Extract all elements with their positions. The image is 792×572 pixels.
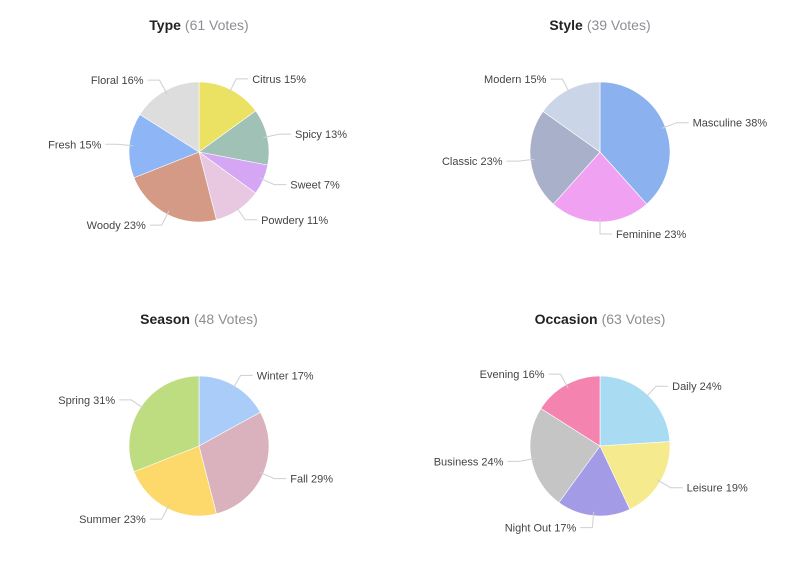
slice-label-floral: Floral 16% <box>91 75 144 87</box>
leader-line <box>506 158 535 162</box>
leader-line <box>661 122 689 129</box>
pie-chart-type: Type (61 Votes) Citrus 15% Spicy 13% Sweet 7… <box>48 17 347 232</box>
slice-label-summer: Summer 23% <box>79 514 146 526</box>
slice-label-fall: Fall 29% <box>290 474 333 486</box>
chart-title-text: Season <box>140 311 190 327</box>
pie-chart-occasion: Occasion (63 Votes) Daily 24% Leisure 19% Ni… <box>434 311 748 535</box>
leader-line <box>228 78 249 94</box>
slice-label-evening: Evening 16% <box>480 369 545 381</box>
slice-label-powdery: Powdery 11% <box>261 215 328 227</box>
slice-label-leisure: Leisure 19% <box>687 483 748 495</box>
slice-label-woody: Woody 23% <box>87 220 146 232</box>
leader-line <box>263 133 291 139</box>
slice-label-night-out: Night Out 17% <box>505 523 577 535</box>
chart-title: Occasion (63 Votes) <box>535 311 666 327</box>
chart-title-text: Style <box>549 17 583 33</box>
chart-title-text: Type <box>149 17 181 33</box>
votes-count: (61 Votes) <box>185 17 249 33</box>
slice-label-classic: Classic 23% <box>442 156 503 168</box>
chart-title-text: Occasion <box>535 311 598 327</box>
slice-label-modern: Modern 15% <box>484 74 547 86</box>
chart-title: Type (61 Votes) <box>149 17 248 33</box>
leader-line <box>550 78 571 94</box>
leader-line <box>644 385 669 399</box>
leader-line <box>580 511 595 529</box>
leader-line <box>259 177 287 186</box>
slice-label-fresh: Fresh 15% <box>48 139 101 151</box>
leader-line <box>149 504 170 520</box>
leader-line <box>548 373 569 389</box>
leader-line <box>232 374 253 390</box>
slice-label-spring: Spring 31% <box>58 395 115 407</box>
slice-label-daily: Daily 24% <box>672 381 722 393</box>
slice-label-feminine: Feminine 23% <box>616 229 687 241</box>
leader-line <box>119 399 145 410</box>
chart-title: Season (48 Votes) <box>140 311 258 327</box>
leader-line <box>147 79 168 95</box>
slice-label-business: Business 24% <box>434 456 504 468</box>
votes-count: (39 Votes) <box>587 17 651 33</box>
slice-label-citrus: Citrus 15% <box>252 74 306 86</box>
votes-count: (48 Votes) <box>194 311 258 327</box>
leader-line <box>149 210 170 226</box>
slice-label-masculine: Masculine 38% <box>693 118 768 130</box>
leader-line <box>105 143 134 147</box>
slice-label-winter: Winter 17% <box>257 370 314 382</box>
leader-line <box>259 471 287 480</box>
votes-count: (63 Votes) <box>602 311 666 327</box>
leader-line <box>235 206 258 221</box>
leader-line <box>599 218 612 235</box>
leader-line <box>507 457 536 462</box>
leader-line <box>656 479 683 489</box>
pie-chart-style: Style (39 Votes) Masculine 38% Feminine 23%… <box>442 17 767 241</box>
pie-chart-season: Season (48 Votes) Winter 17% Fall 29% Summer… <box>58 311 333 526</box>
chart-title: Style (39 Votes) <box>549 17 650 33</box>
slice-label-sweet: Sweet 7% <box>290 180 340 192</box>
slice-label-spicy: Spicy 13% <box>295 129 347 141</box>
